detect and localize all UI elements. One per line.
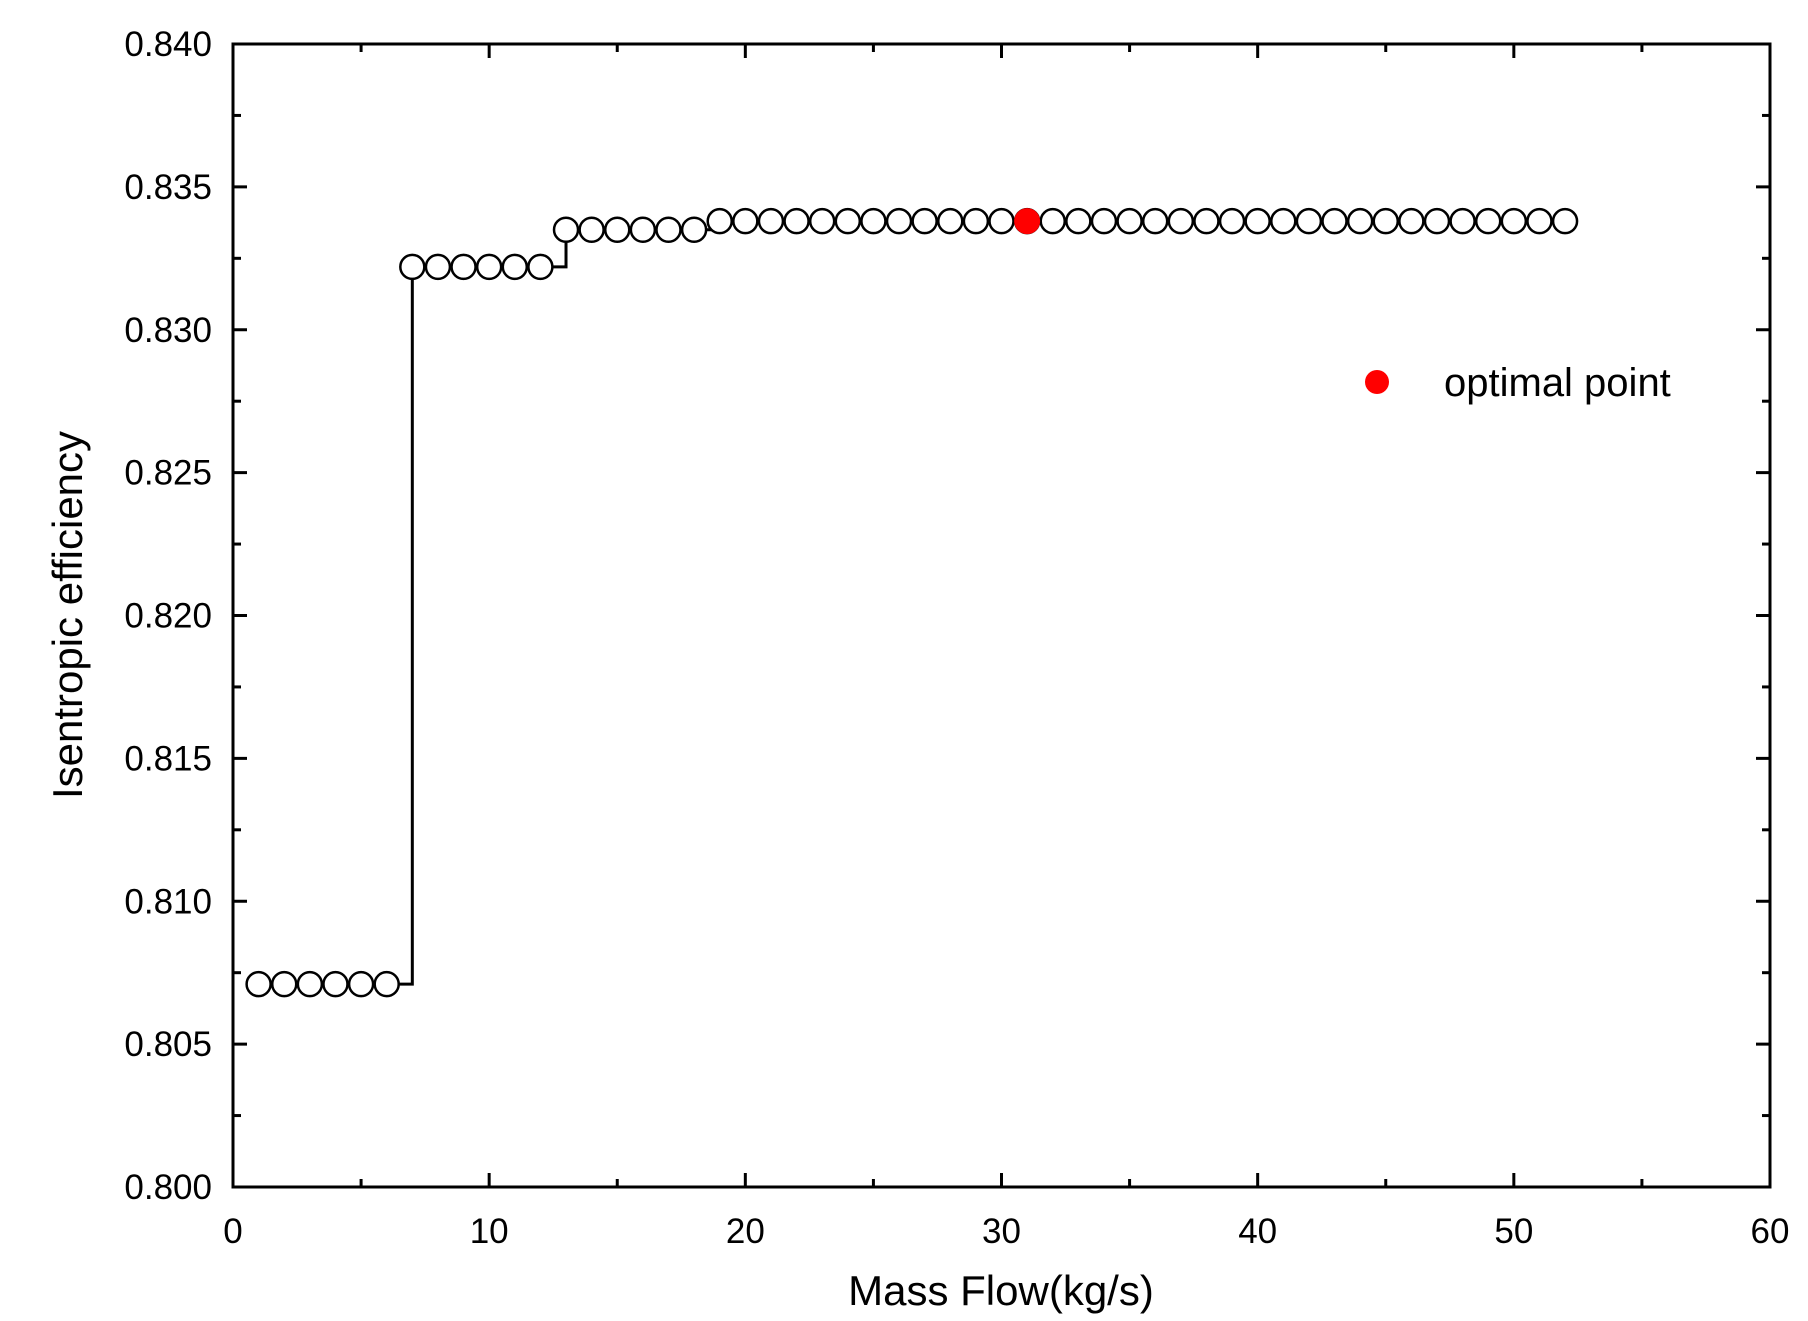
data-point	[501, 253, 529, 281]
data-point	[911, 207, 938, 235]
data-point	[424, 253, 452, 281]
data-point	[552, 216, 580, 243]
data-point	[347, 970, 375, 998]
data-point	[270, 970, 298, 998]
data-point	[988, 207, 1015, 235]
data-point	[937, 207, 964, 235]
data-point	[732, 207, 759, 235]
y-axis-title: Isentropic efficiency	[44, 431, 91, 799]
data-point	[655, 216, 682, 243]
y-tick-label: 0.810	[124, 882, 212, 921]
y-tick-label: 0.800	[124, 1168, 212, 1207]
y-tick-label: 0.840	[124, 25, 212, 64]
y-tick-label: 0.835	[124, 168, 212, 207]
data-point	[578, 216, 605, 243]
data-point	[1270, 207, 1297, 235]
data-point	[1346, 207, 1374, 235]
optimal-point-marker	[1014, 208, 1041, 235]
data-point	[1474, 207, 1502, 235]
x-tick-label: 60	[1751, 1212, 1790, 1251]
data-point	[450, 253, 477, 281]
x-axis-title: Mass Flow(kg/s)	[848, 1267, 1154, 1314]
legend-label-optimal-point: optimal point	[1444, 361, 1671, 405]
data-point	[1321, 207, 1348, 235]
data-point	[527, 253, 554, 281]
data-point	[1449, 207, 1476, 235]
data-point	[1116, 207, 1143, 235]
data-point	[1244, 207, 1271, 235]
y-tick-label: 0.830	[124, 311, 212, 350]
y-tick-label: 0.825	[124, 454, 212, 493]
x-tick-label: 0	[223, 1212, 242, 1251]
y-tick-label: 0.805	[124, 1025, 212, 1064]
data-point	[757, 207, 785, 235]
x-tick-label: 10	[470, 1212, 509, 1251]
plot-area-frame	[231, 42, 1772, 1189]
data-point	[706, 207, 733, 235]
legend-marker-optimal-point	[1365, 370, 1389, 394]
data-point	[834, 207, 862, 235]
data-point	[885, 207, 913, 235]
data-point	[1500, 207, 1528, 235]
data-point	[680, 216, 708, 243]
data-point	[1423, 207, 1451, 235]
data-point	[1193, 207, 1220, 235]
data-point	[1398, 207, 1425, 235]
data-point	[1167, 207, 1195, 235]
x-tick-label: 30	[982, 1212, 1021, 1251]
data-point	[1295, 207, 1323, 235]
data-point	[783, 207, 810, 235]
data-point	[1372, 207, 1399, 235]
data-point	[1218, 207, 1246, 235]
data-point	[860, 207, 887, 235]
data-point	[245, 970, 272, 998]
data-point	[629, 216, 657, 243]
data-point	[1090, 207, 1118, 235]
data-point	[1039, 207, 1066, 235]
data-point	[296, 970, 324, 998]
data-point	[322, 970, 349, 998]
data-point	[1526, 207, 1553, 235]
x-tick-label: 20	[726, 1212, 765, 1251]
y-tick-label: 0.820	[124, 597, 212, 636]
x-tick-label: 40	[1238, 1212, 1277, 1251]
data-point	[475, 253, 503, 281]
x-tick-label: 50	[1494, 1212, 1533, 1251]
data-point	[962, 207, 990, 235]
y-tick-label: 0.815	[124, 739, 212, 778]
data-point	[604, 216, 631, 243]
legend: optimal point	[1365, 361, 1671, 405]
data-point	[399, 253, 426, 281]
data-point	[808, 207, 836, 235]
data-point	[1551, 207, 1579, 235]
data-point	[373, 970, 400, 998]
data-point	[1141, 207, 1169, 235]
data-point	[1065, 207, 1092, 235]
